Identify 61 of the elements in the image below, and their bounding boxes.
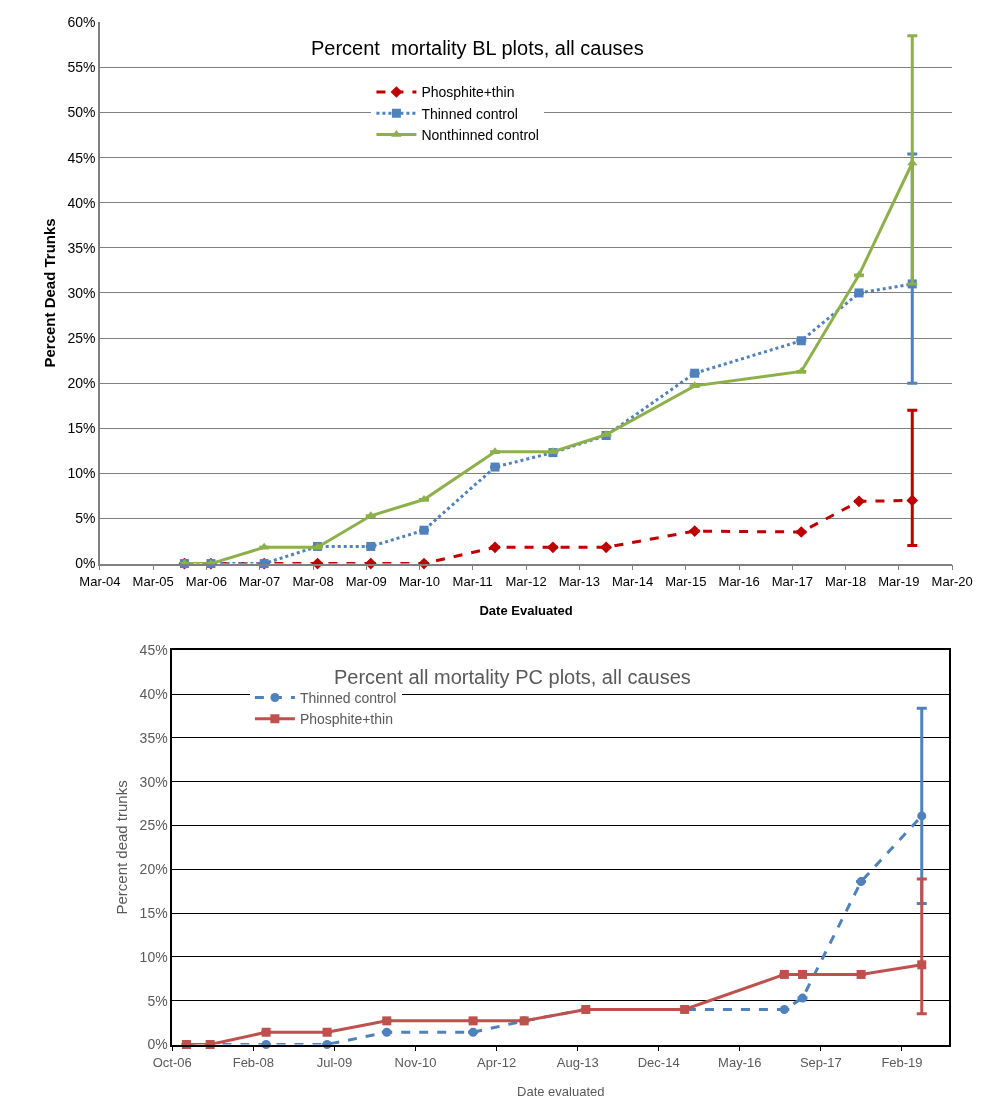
y-axis-title: Percent Dead Trunks xyxy=(41,218,59,368)
x-tick-label: Mar-05 xyxy=(132,573,174,589)
x-tick-label: Mar-16 xyxy=(718,573,760,589)
y-tick-label: 35% xyxy=(67,239,96,256)
x-tick-label: Nov-10 xyxy=(394,1054,437,1070)
y-tick-label: 40% xyxy=(67,194,96,211)
x-tick-label: Dec-14 xyxy=(637,1054,680,1070)
y-tick-label: 40% xyxy=(139,686,168,703)
x-tick-label: Apr-12 xyxy=(477,1054,517,1070)
y-tick-label: 55% xyxy=(67,59,96,76)
y-tick-label: 15% xyxy=(139,905,168,922)
x-tick-label: Mar-14 xyxy=(611,573,654,589)
x-tick-label: Jul-09 xyxy=(316,1054,353,1070)
y-tick-label: 10% xyxy=(139,948,168,965)
x-tick-label: Mar-07 xyxy=(239,573,281,589)
legend-label: Phosphite+thin xyxy=(421,84,515,101)
y-tick-label: 10% xyxy=(67,465,96,482)
y-tick-label: 20% xyxy=(67,375,96,392)
x-tick-label: Mar-09 xyxy=(345,573,387,589)
x-tick-label: Mar-04 xyxy=(79,573,121,589)
text: Percent mortality BL plots, all causes xyxy=(311,37,644,59)
y-tick-label: 0% xyxy=(75,555,96,572)
x-tick-label: Oct-06 xyxy=(152,1054,192,1070)
x-axis-title: Date Evaluated xyxy=(479,603,573,619)
x-tick-label: Feb-08 xyxy=(232,1054,274,1070)
x-tick-label: Mar-19 xyxy=(878,573,920,589)
x-tick-label: Mar-15 xyxy=(665,573,707,589)
y-tick-label: 35% xyxy=(139,729,168,746)
x-tick-label: Mar-17 xyxy=(771,573,813,589)
legend-label: Thinned control xyxy=(421,105,518,122)
legend-label: Nonthinned control xyxy=(421,126,539,143)
x-tick-label: Mar-13 xyxy=(558,573,600,589)
x-tick-label: May-16 xyxy=(718,1054,762,1070)
y-tick-label: 5% xyxy=(147,992,168,1009)
y-tick-label: 20% xyxy=(139,861,168,878)
y-tick-label: 45% xyxy=(139,642,168,659)
x-tick-label: Mar-20 xyxy=(931,573,973,589)
x-tick-label: Aug-13 xyxy=(556,1054,599,1070)
y-tick-label: 15% xyxy=(67,420,96,437)
y-tick-label: 45% xyxy=(67,149,96,166)
x-tick-label: Mar-10 xyxy=(398,573,441,589)
y-tick-label: 30% xyxy=(67,284,96,301)
y-tick-label: 0% xyxy=(147,1036,168,1053)
y-tick-label: 30% xyxy=(139,773,168,790)
y-tick-label: 60% xyxy=(67,14,96,31)
y-tick-label: 5% xyxy=(75,510,96,527)
x-tick-label: Mar-11 xyxy=(452,573,493,589)
y-tick-label: 25% xyxy=(67,329,96,346)
x-axis-title: Date evaluated xyxy=(517,1083,605,1099)
legend-label: Thinned control xyxy=(299,689,397,706)
x-tick-label: Sep-17 xyxy=(799,1054,842,1070)
x-tick-label: Mar-06 xyxy=(185,573,228,589)
x-tick-label: Mar-18 xyxy=(825,573,867,589)
legend-label: Phosphite+thin xyxy=(299,711,393,728)
y-tick-label: 25% xyxy=(139,817,168,834)
x-tick-label: Feb-19 xyxy=(881,1054,923,1070)
y-axis-title: Percent dead trunks xyxy=(113,780,131,915)
y-tick-label: 50% xyxy=(67,104,96,121)
x-tick-label: Mar-08 xyxy=(292,573,334,589)
text: Percent all mortality PC plots, all causes xyxy=(334,666,691,688)
x-tick-label: Mar-12 xyxy=(505,573,547,589)
